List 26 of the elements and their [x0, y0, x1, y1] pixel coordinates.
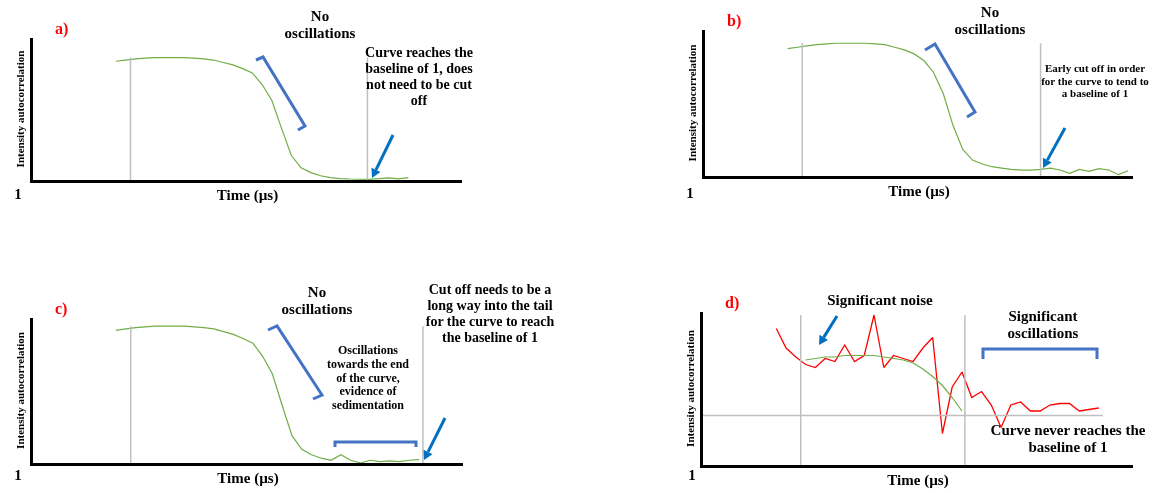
- text: 1: [13, 186, 23, 204]
- chart-title: d): [725, 294, 740, 312]
- x-axis-title: Time (µs): [888, 183, 950, 201]
- y-axis-title: Intensity autocorrelation: [13, 50, 26, 168]
- y-axis-title: Intensity autocorrelation: [683, 330, 696, 447]
- text: Significant noise: [826, 292, 934, 310]
- text: 1: [687, 467, 697, 485]
- text: No oscillations: [283, 8, 357, 43]
- y-axis-title: Intensity autocorrelation: [13, 332, 26, 449]
- annotation: Early cut off in order for the curve to tend to a baseline of 1: [1040, 62, 1150, 100]
- annotation: Cut off needs to be a long way into the tail for the curve to reach the baseline of 1: [425, 282, 555, 347]
- y-axis-title: Intensity autocorrelation: [685, 44, 698, 162]
- annotation: Significant oscillations: [1006, 308, 1080, 343]
- chart-title: c): [55, 300, 68, 318]
- text: 1: [13, 467, 23, 485]
- x-axis-title: Time (µs): [216, 187, 279, 205]
- text: No oscillations: [280, 284, 354, 319]
- text: 1: [685, 185, 695, 203]
- chart-title: a): [55, 20, 69, 38]
- annotation: Curve never reaches the baseline of 1: [989, 422, 1147, 457]
- chart-title: b): [727, 12, 742, 30]
- annotation: Curve reaches the baseline of 1, does not need to be cut off: [364, 45, 474, 110]
- annotation: Oscillations towards the end of the curve, evidence of sedimentation: [326, 343, 410, 413]
- x-axis-title: Time (µs): [887, 472, 949, 490]
- x-axis-title: Time (µs): [217, 470, 279, 488]
- text: No oscillations: [953, 4, 1027, 39]
